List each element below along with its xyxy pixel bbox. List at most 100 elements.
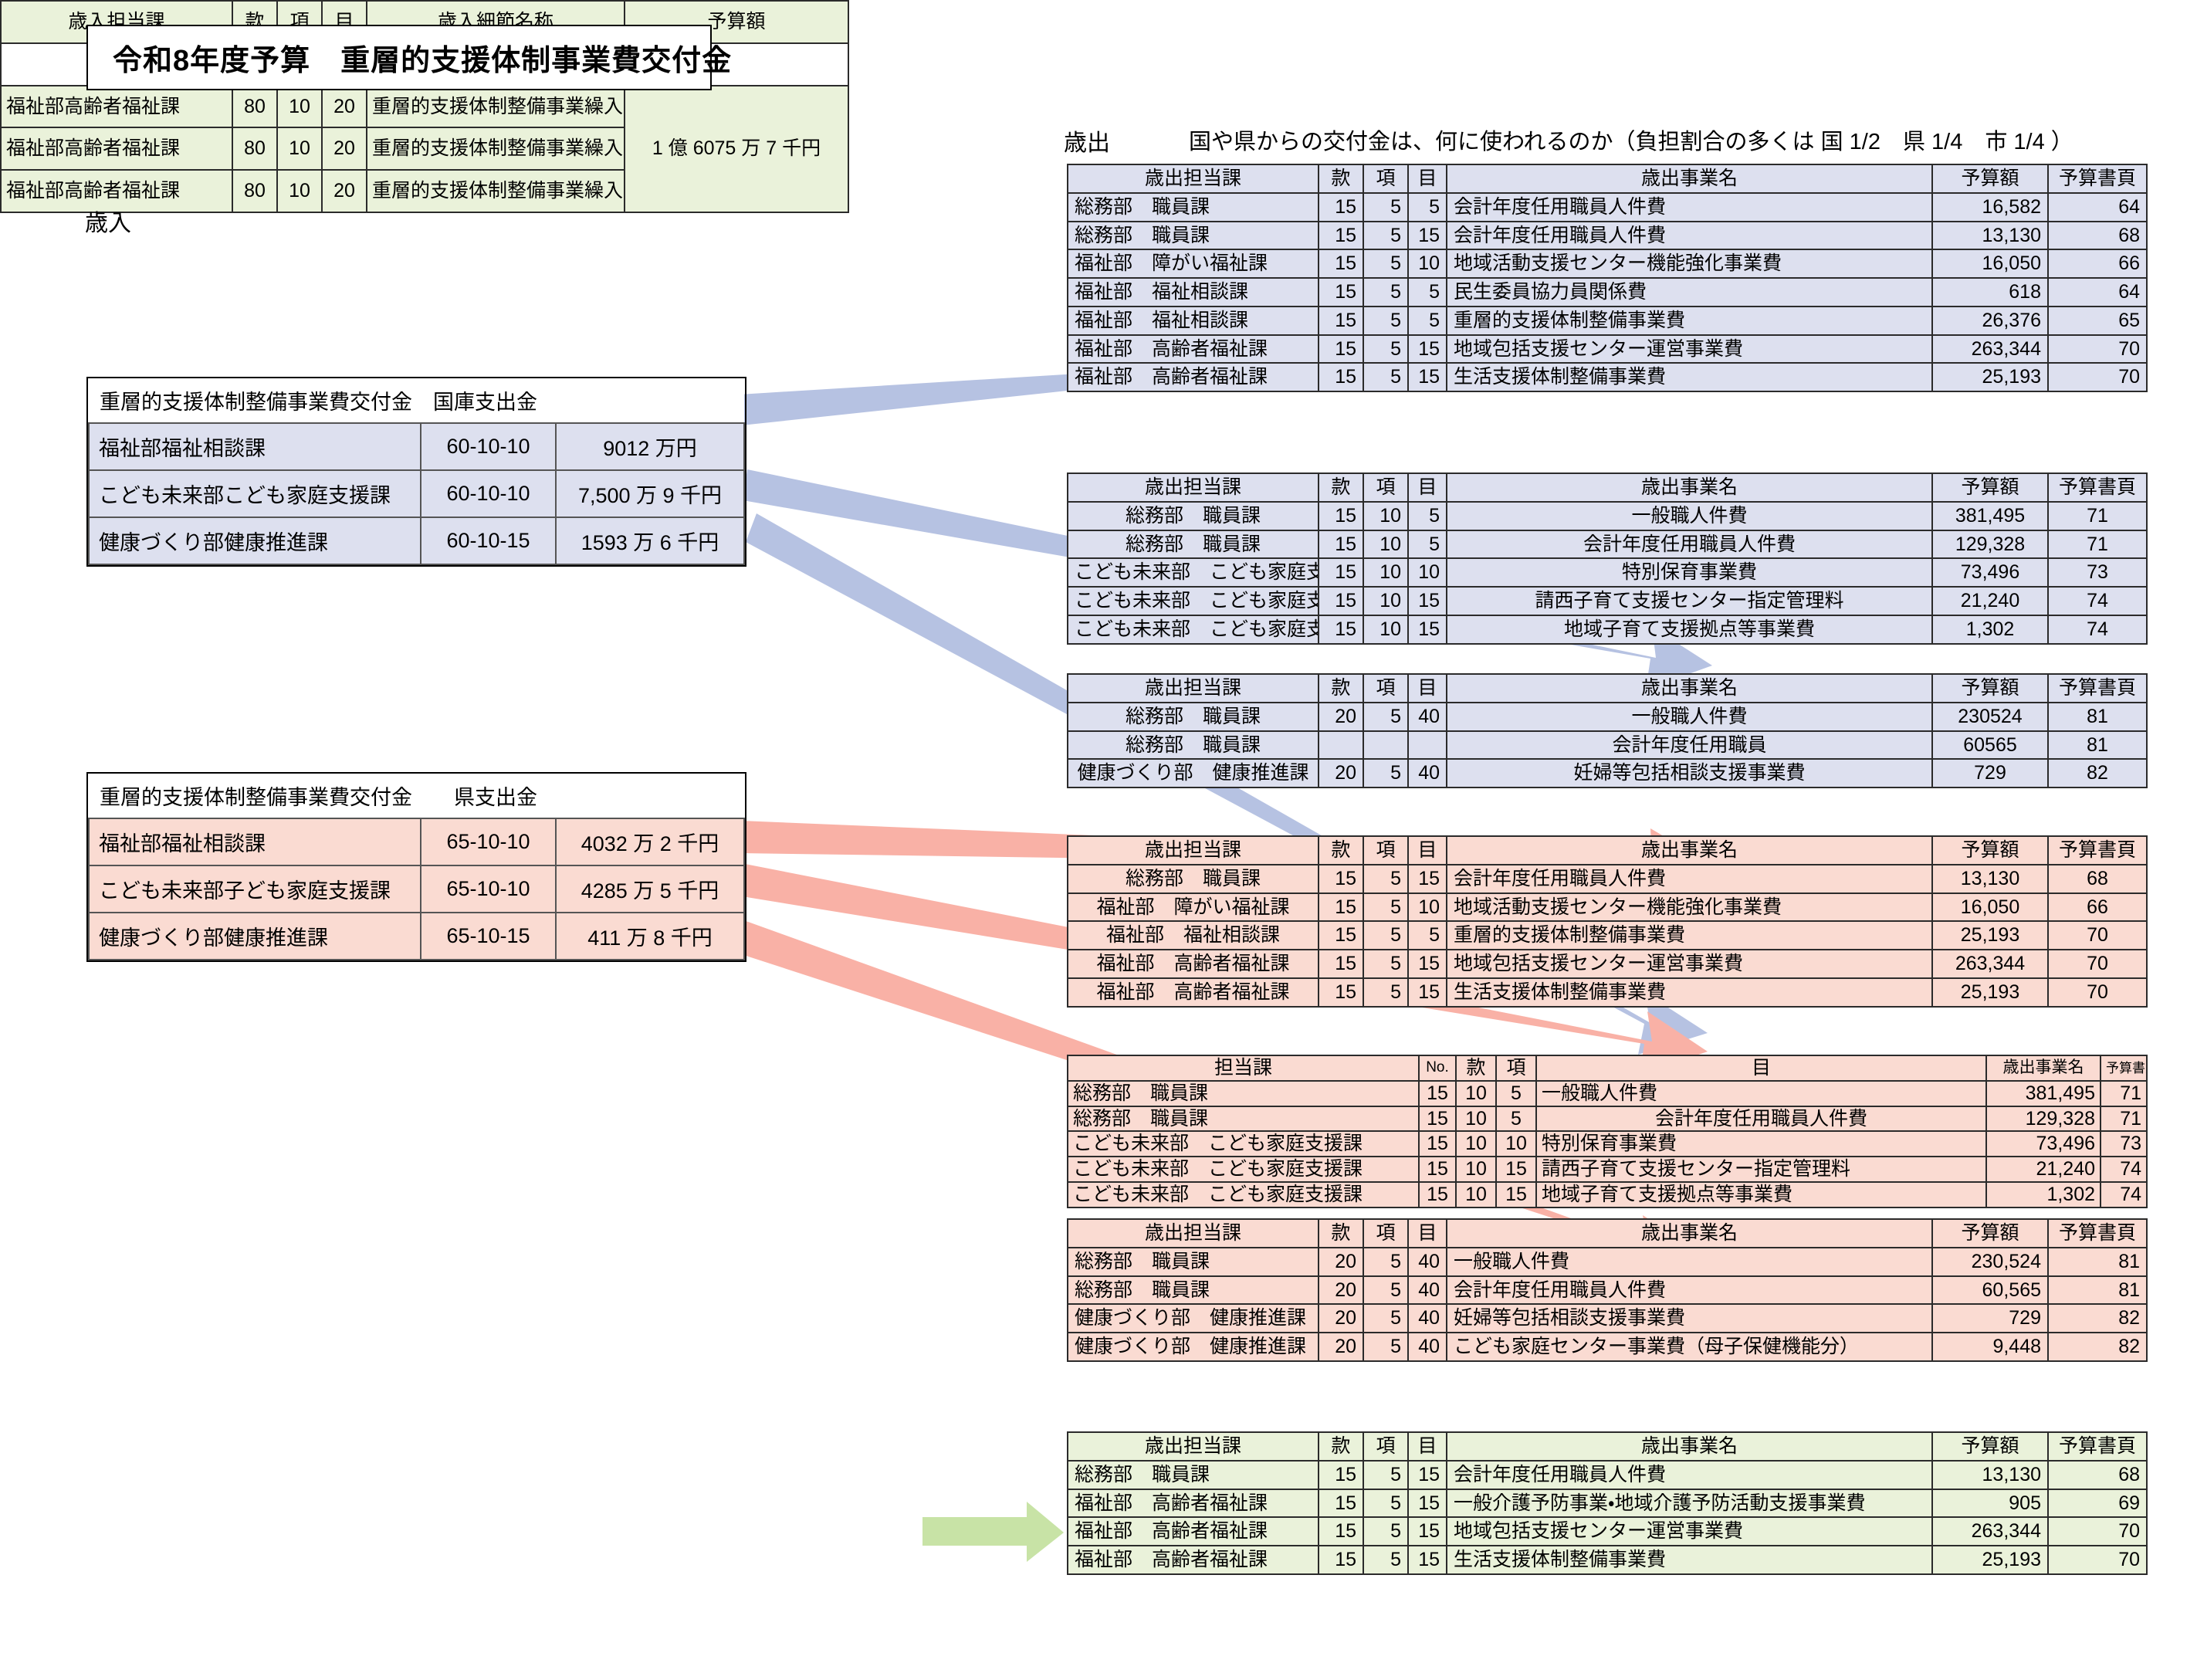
expense-6-kan-2: 20 [1318,1303,1364,1333]
expense-5-kan-2: 10 [1455,1130,1497,1157]
expense-1-kou-2: 5 [1363,249,1409,279]
expense-1-header-3: 目 [1407,164,1447,194]
table-row: 健康づくり部健康推進課 65-10-15 411 万 8 千円 [88,912,745,960]
kaigo-dept-0: 福祉部高齢者福祉課 [0,84,233,129]
expense-table: 歳出担当課款項目歳出事業名 予算額 予算書頁 総務部 職員課 15 5 5 会計年度任用職員人… [1067,164,2148,392]
expense-2-amount-1: 129,328 [1931,529,2049,560]
table-row: 福祉部 高齢者福祉課 15 5 15 生活支援体制整備事業費 25,193 70 [1067,362,2148,392]
expense-4-moku-4: 15 [1407,977,1447,1008]
expense-2-moku-0: 5 [1407,500,1447,531]
expense-2-dept-3: こども未来部 こども家庭支援課 [1067,586,1319,616]
table-row: 福祉部福祉相談課 60-10-10 9012 万円 [88,422,745,471]
expense-6-header-5: 予算額 [1931,1218,2049,1248]
expense-7-moku-1: 15 [1407,1488,1447,1519]
expense-5-kan-1: 10 [1455,1105,1497,1133]
expense-1-kou-0: 5 [1363,191,1409,222]
expense-1-kan-3: 15 [1318,277,1364,307]
expense-5-no-3: 15 [1418,1156,1457,1183]
expense-3-kan-1 [1318,730,1364,760]
table-row: 総務部 職員課 15 5 15 会計年度任用職員人件費 13,130 68 [1067,1459,2148,1490]
table-row: 健康づくり部 健康推進課 20 5 40 こども家庭センター事業費（母子保健機能分） 9,… [1067,1332,2148,1362]
expense-7-header-4: 歳出事業名 [1446,1431,1933,1462]
expense-7-header-1: 款 [1318,1431,1364,1462]
expense-2-page-0: 71 [2047,500,2148,531]
expense-3-name-2: 妊婦等包括相談支援事業費 [1446,758,1933,788]
expense-table: 歳出担当課款項目歳出事業名 予算額 予算書頁 総務部 職員課 15 5 15 会計年度任用職員… [1067,835,2148,1008]
table-row: 福祉部 高齢者福祉課 15 5 15 地域包括支援センター運営事業費 263,344 70 [1067,334,2148,364]
expense-1-page-5: 70 [2047,334,2148,364]
revenue-prefectural-amount-2: 411 万 8 千円 [555,912,745,960]
expense-7-name-2: 地域包括支援センター運営事業費 [1446,1516,1933,1546]
expense-4-amount-2: 25,193 [1931,920,2049,950]
expense-6-kan-3: 20 [1318,1332,1364,1362]
expense-5-amount-4: 1,302 [1985,1180,2101,1208]
expense-2-dept-4: こども未来部 こども家庭支援課 [1067,614,1319,645]
expense-1-kou-5: 5 [1363,334,1409,364]
expense-1-page-0: 64 [2047,191,2148,222]
table-row: 総務部 職員課 15 5 15 会計年度任用職員人件費 13,130 68 [1067,220,2148,251]
expense-6-page-1: 81 [2047,1275,2148,1306]
revenue-prefectural-dept-0: 福祉部福祉相談課 [88,818,421,866]
expense-7-kou-0: 5 [1363,1459,1409,1490]
expense-1-amount-6: 25,193 [1931,362,2049,392]
expense-6-name-1: 会計年度任用職員人件費 [1446,1275,1933,1306]
expense-6-header-3: 目 [1407,1218,1447,1248]
table-header-row: 歳出担当課款項目歳出事業名 予算額 予算書頁 [1067,673,2148,703]
expense-7-moku-3: 15 [1407,1545,1447,1575]
expense-5-header-4: 目 [1535,1055,1987,1082]
expense-4-header-3: 目 [1407,835,1447,865]
expense-table-6: 歳出担当課款項目歳出事業名 予算額 予算書頁 総務部 職員課 20 5 40 一般職人件費 23… [1067,1218,2148,1362]
expense-2-page-3: 74 [2047,586,2148,616]
expense-2-kou-1: 10 [1363,529,1409,560]
expense-4-moku-2: 5 [1407,920,1447,950]
expense-1-name-4: 重層的支援体制整備事業費 [1446,305,1933,336]
kaigo-dept-1: 福祉部高齢者福祉課 [0,127,233,171]
expense-5-dept-4: こども未来部 こども家庭支援課 [1067,1180,1420,1208]
expense-1-header-0: 歳出担当課 [1067,164,1319,194]
expense-1-kou-6: 5 [1363,362,1409,392]
table-row: 福祉部 高齢者福祉課 15 5 15 地域包括支援センター運営事業費 263,344 70 [1067,1516,2148,1546]
revenue-prefectural-dept-1: こども未来部子ども家庭支援課 [88,865,421,913]
expense-2-name-1: 会計年度任用職員人件費 [1446,529,1933,560]
expense-3-header-1: 款 [1318,673,1364,703]
expense-6-kan-1: 20 [1318,1275,1364,1306]
expense-4-header-4: 歳出事業名 [1446,835,1933,865]
expense-6-dept-2: 健康づくり部 健康推進課 [1067,1303,1319,1333]
expense-7-kan-2: 15 [1318,1516,1364,1546]
expense-table: 歳出担当課款項目歳出事業名 予算額 予算書頁 総務部 職員課 15 10 5 一般職人件費 38… [1067,472,2148,645]
expense-3-dept-0: 総務部 職員課 [1067,701,1319,732]
expense-3-header-2: 項 [1363,673,1409,703]
expense-1-kan-6: 15 [1318,362,1364,392]
expense-1-name-0: 会計年度任用職員人件費 [1446,191,1933,222]
expense-6-kan-0: 20 [1318,1246,1364,1277]
table-row: 総務部 職員課 15 10 5 一般職人件費 381,495 71 [1067,1079,2148,1107]
expense-3-name-1: 会計年度任用職員 [1446,730,1933,760]
expense-6-amount-3: 9,448 [1931,1332,2049,1362]
expense-7-amount-2: 263,344 [1931,1516,2049,1546]
revenue-national-caption: 重層的支援体制整備事業費交付金 国庫支出金 [89,378,744,424]
expense-3-header-6: 予算書頁 [2047,673,2148,703]
expense-5-page-2: 73 [2100,1130,2148,1157]
expense-table: 歳出担当課款項目歳出事業名 予算額 予算書頁 総務部 職員課 15 5 15 会計年度任用職員… [1067,1431,2148,1575]
table-row: 総務部 職員課 15 5 5 会計年度任用職員人件費 16,582 64 [1067,191,2148,222]
page-title: 令和8年度予算 重層的支援体制事業費交付金 [113,45,733,77]
expense-2-name-2: 特別保育事業費 [1446,557,1933,588]
expense-2-moku-4: 15 [1407,614,1447,645]
expense-5-amount-2: 73,496 [1985,1130,2101,1157]
expense-5-kou-3: 15 [1495,1156,1537,1183]
expense-7-header-5: 予算額 [1931,1431,2049,1462]
kaigo-name-0: 重層的支援体制整備事業繰入金 [366,84,625,129]
expense-7-dept-0: 総務部 職員課 [1067,1459,1319,1490]
expense-6-moku-0: 40 [1407,1246,1447,1277]
expense-3-amount-0: 230524 [1931,701,2049,732]
expense-5-name-1: 会計年度任用職員人件費 [1535,1105,1987,1133]
table-row: 福祉部 高齢者福祉課 15 5 15 一般介護予防事業・地域介護予防活動支援事業費 905… [1067,1488,2148,1519]
expense-1-header-6: 予算書頁 [2047,164,2148,194]
expense-1-moku-1: 15 [1407,220,1447,251]
expense-4-page-1: 66 [2047,892,2148,923]
expense-7-name-1: 一般介護予防事業・地域介護予防活動支援事業費 [1446,1488,1933,1519]
expense-4-page-4: 70 [2047,977,2148,1008]
expense-7-amount-1: 905 [1931,1488,2049,1519]
